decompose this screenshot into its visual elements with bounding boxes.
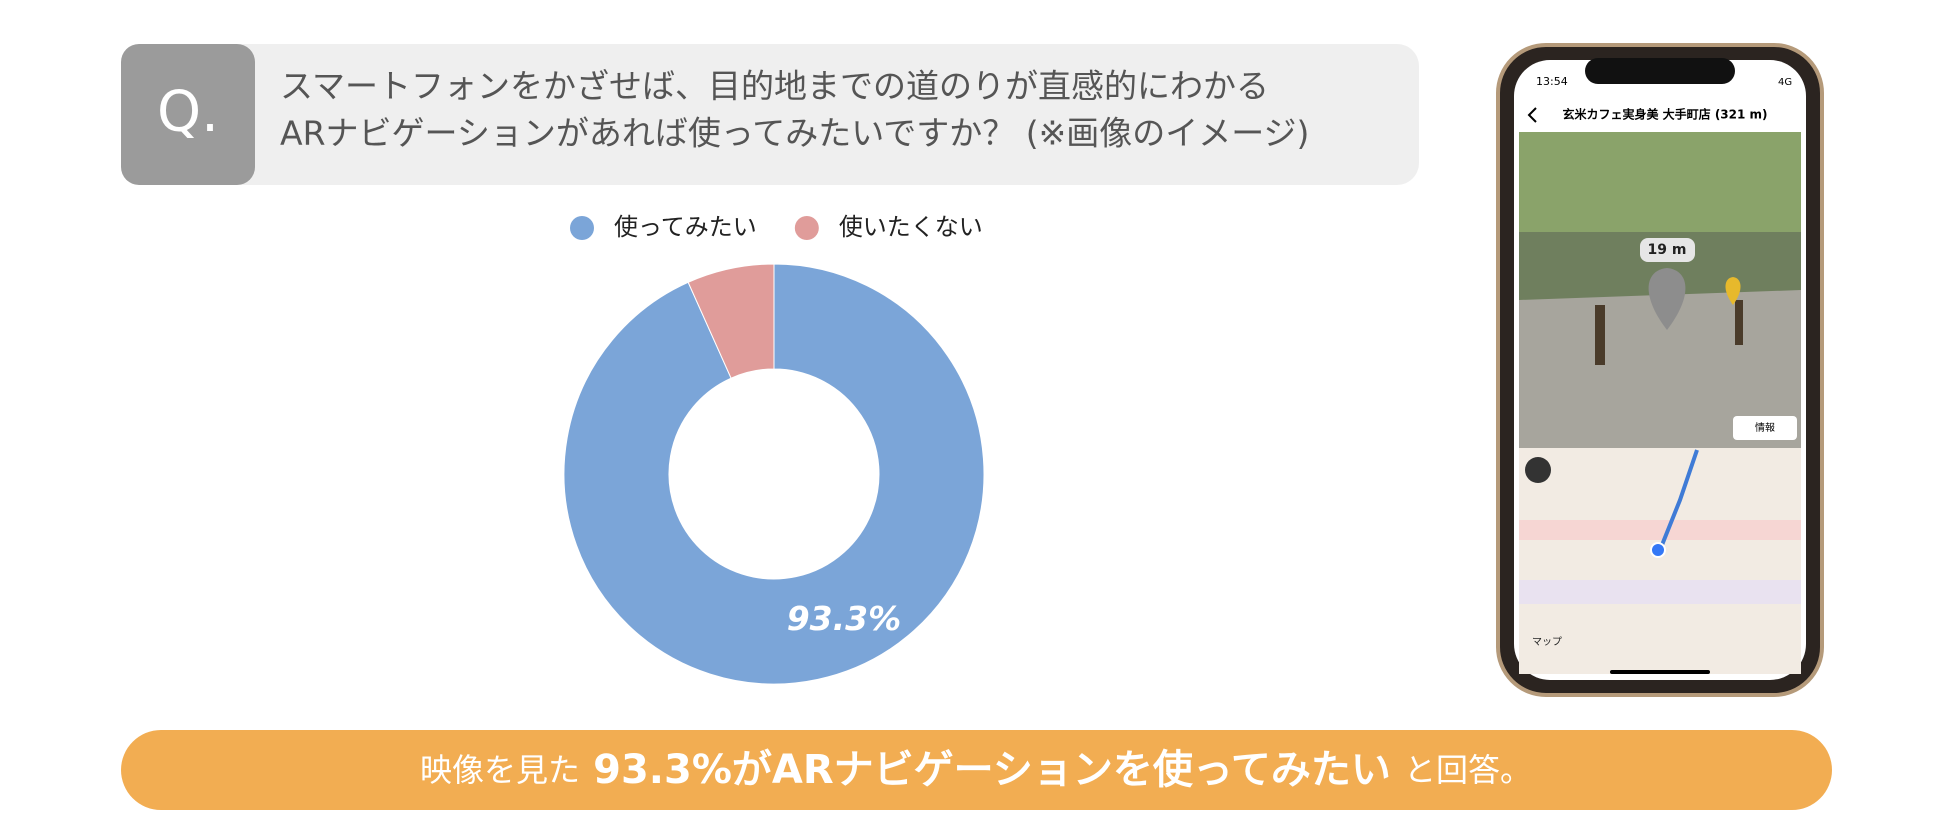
question-box — [121, 44, 1419, 185]
legend-label: 使いたくない — [839, 213, 983, 241]
compass — [1525, 457, 1551, 483]
banner — [121, 730, 1832, 810]
banner-before: 映像を見た — [420, 751, 580, 789]
ar-pin — [1648, 268, 1686, 330]
legend-label: 使ってみたい — [614, 213, 757, 241]
question-line: ARナビゲーションがあれば使ってみたいですか？ (※画像のイメージ) — [280, 114, 1309, 153]
phone-network: 4G — [1778, 77, 1792, 88]
distance-badge — [1640, 238, 1695, 262]
info-label: 情報 — [1755, 421, 1775, 434]
map-label: マップ — [1532, 636, 1562, 648]
phone-notch — [1585, 58, 1735, 84]
distance-label: 19 m — [1648, 242, 1687, 258]
legend-swatch — [570, 216, 594, 240]
ar-pin — [1725, 277, 1741, 305]
map-view — [1519, 448, 1801, 674]
pie-slice — [563, 263, 985, 685]
trees — [1519, 132, 1801, 232]
trunk — [1595, 305, 1605, 365]
pie-slice — [687, 263, 775, 379]
street — [1519, 290, 1801, 448]
phone-mockup: 13:54 4G 玄米カフェ実身美 大手町店 (321 m) 19 m 情報 マ… — [1496, 43, 1824, 697]
back-arrow — [1527, 107, 1537, 123]
question-line: スマートフォンをかざせば、目的地までの道のりが直感的にわかる — [280, 67, 1269, 106]
phone-title: 玄米カフェ実身美 大手町店 (321 m) — [1562, 107, 1767, 122]
map-road — [1519, 520, 1801, 540]
current-location — [1650, 542, 1666, 558]
phone-time: 13:54 — [1536, 75, 1568, 88]
home-indicator — [1610, 670, 1710, 674]
trunk — [1735, 300, 1743, 345]
legend-swatch — [794, 216, 819, 240]
value-label: 93.3% — [787, 599, 902, 638]
route — [1660, 449, 1699, 546]
question-mark: Q. — [157, 80, 219, 145]
info-button — [1733, 416, 1797, 440]
question-badge — [121, 44, 255, 185]
banner-after: と回答。 — [1404, 751, 1532, 789]
map-road — [1519, 580, 1801, 604]
banner-text: 映像を見た 93.3%がARナビゲーションを使ってみたい と回答。 — [420, 747, 1532, 793]
banner-emphasis: 93.3%がARナビゲーションを使ってみたい — [593, 747, 1391, 793]
